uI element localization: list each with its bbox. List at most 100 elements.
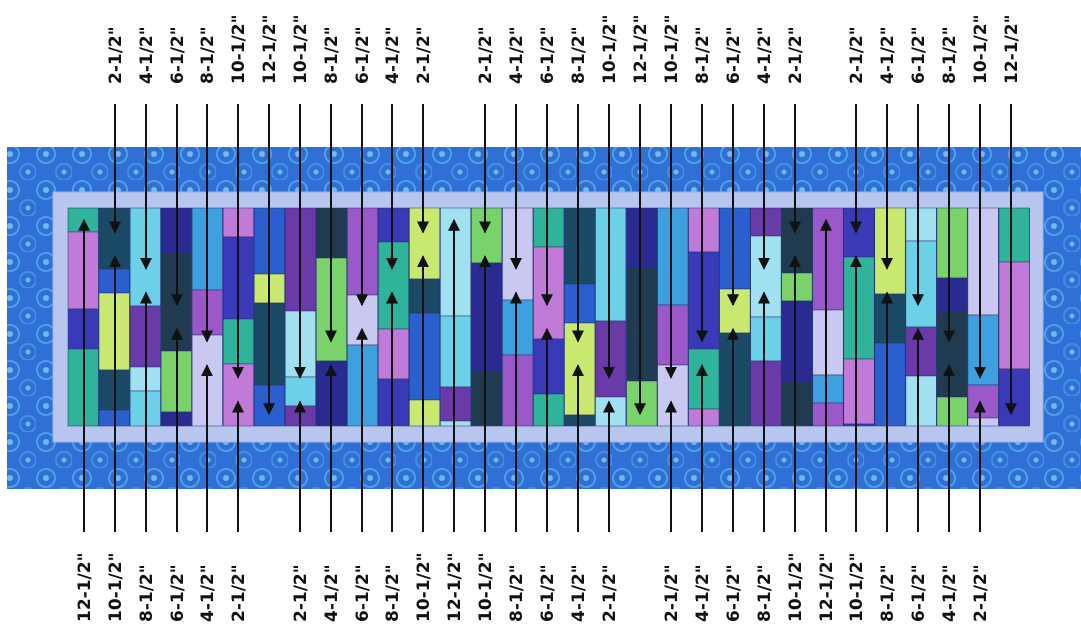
strip-piece — [936, 396, 968, 427]
top-measure-label: 4-1/2" — [755, 26, 775, 84]
strip-piece — [657, 207, 689, 306]
strip-piece — [750, 360, 782, 427]
bottom-measure-label: 4-1/2" — [693, 564, 713, 622]
strip-piece — [998, 368, 1030, 427]
bottom-measure-label: 12-1/2" — [445, 553, 465, 622]
top-measure-label: 10-1/2" — [600, 15, 620, 84]
strip-piece — [905, 207, 937, 242]
top-measure-label: 8-1/2" — [569, 26, 589, 84]
strip-piece — [564, 414, 596, 427]
top-measure-label: 12-1/2" — [260, 15, 280, 84]
top-measure-label: 2-1/2" — [786, 26, 806, 84]
strip-piece — [719, 288, 751, 334]
strip-piece — [874, 342, 906, 427]
strip-piece — [750, 316, 782, 362]
strip-columns — [67, 207, 1030, 427]
strip-piece — [440, 386, 472, 422]
strip-piece — [998, 261, 1030, 370]
top-measure-label: 12-1/2" — [1002, 15, 1022, 84]
bottom-measure-label: 8-1/2" — [507, 564, 527, 622]
strip-piece — [843, 423, 875, 427]
strip-piece — [905, 240, 937, 328]
strip-piece — [781, 381, 813, 427]
top-measure-label: 2-1/2" — [476, 26, 496, 84]
strip-piece — [595, 396, 627, 427]
strip-piece — [564, 283, 596, 324]
top-measure-label: 6-1/2" — [168, 26, 188, 84]
top-measure-label: 8-1/2" — [198, 26, 218, 84]
bottom-measure-label: 12-1/2" — [817, 553, 837, 622]
strip-piece — [688, 207, 720, 253]
strip-piece — [936, 310, 968, 398]
bottom-measure-label: 4-1/2" — [940, 564, 960, 622]
strip-piece — [533, 207, 565, 248]
strip-piece — [502, 299, 534, 356]
strip-piece — [409, 278, 441, 314]
bottom-measure-label: 2-1/2" — [600, 564, 620, 622]
bottom-measure-label: 6-1/2" — [538, 564, 558, 622]
strip-piece — [688, 408, 720, 427]
strip-piece — [378, 241, 409, 330]
strip-piece — [533, 393, 565, 427]
strip-piece — [502, 207, 534, 301]
bottom-measure-label: 2-1/2" — [662, 564, 682, 622]
strip-piece — [688, 251, 720, 350]
strip-piece — [440, 207, 472, 317]
bottom-measure-label: 4-1/2" — [322, 564, 342, 622]
strip-piece — [409, 207, 441, 280]
arrows — [78, 104, 1017, 532]
top-measure-label: 4-1/2" — [878, 26, 898, 84]
strip-piece — [812, 207, 844, 311]
strip-piece — [471, 207, 503, 264]
top-measure-label: 8-1/2" — [322, 26, 342, 84]
strip-piece — [812, 402, 844, 427]
strip-piece — [843, 358, 875, 425]
strip-piece — [750, 235, 782, 318]
top-measure-label: 12-1/2" — [631, 15, 651, 84]
top-measure-label: 10-1/2" — [662, 15, 682, 84]
top-measure-label: 4-1/2" — [383, 26, 403, 84]
bottom-measure-label: 6-1/2" — [353, 564, 373, 622]
bottom-measure-label: 6-1/2" — [724, 564, 744, 622]
strip-piece — [719, 332, 751, 427]
strip-piece — [502, 354, 534, 427]
strip-piece — [750, 207, 782, 237]
strip-piece — [905, 326, 937, 377]
bottom-measure-label: 10-1/2" — [476, 553, 496, 622]
strip-piece — [936, 277, 968, 312]
bottom-measure-label: 10-1/2" — [106, 553, 126, 622]
strip-piece — [843, 207, 875, 258]
strip-piece — [378, 207, 409, 243]
strip-piece — [378, 328, 409, 380]
strip-piece — [440, 420, 472, 427]
bottom-measure-label: 8-1/2" — [755, 564, 775, 622]
top-measure-label: 6-1/2" — [909, 26, 929, 84]
top-labels: 2-1/2" 4-1/2" 6-1/2" 8-1/2" 10-1/2" 12-1/2" 10… — [106, 15, 1022, 84]
bottom-measure-label: 4-1/2" — [569, 564, 589, 622]
strip-piece — [564, 207, 596, 285]
strip-piece — [812, 309, 844, 376]
strip-piece — [409, 312, 441, 401]
top-measure-label: 6-1/2" — [353, 26, 373, 84]
strip-piece — [781, 207, 813, 274]
strip-piece — [688, 348, 720, 410]
strip-piece — [533, 246, 565, 340]
bottom-measure-label: 8-1/2" — [137, 564, 157, 622]
strip-piece — [874, 207, 906, 295]
strip-piece — [998, 207, 1030, 263]
top-measure-label: 6-1/2" — [724, 26, 744, 84]
bottom-measure-label: 2-1/2" — [971, 564, 991, 622]
strip-piece — [440, 315, 472, 388]
bottom-measure-label: 2-1/2" — [229, 564, 249, 622]
strip-piece — [284, 376, 316, 407]
top-measure-label: 2-1/2" — [414, 26, 434, 84]
strip-piece — [626, 207, 658, 269]
bottom-measure-label: 10-1/2" — [414, 553, 434, 622]
strip-piece — [471, 370, 503, 427]
strip-piece — [812, 374, 844, 404]
strip-piece — [781, 300, 813, 383]
bottom-measure-label: 12-1/2" — [75, 553, 95, 622]
strip-piece — [967, 314, 999, 386]
strip-piece — [967, 384, 999, 419]
